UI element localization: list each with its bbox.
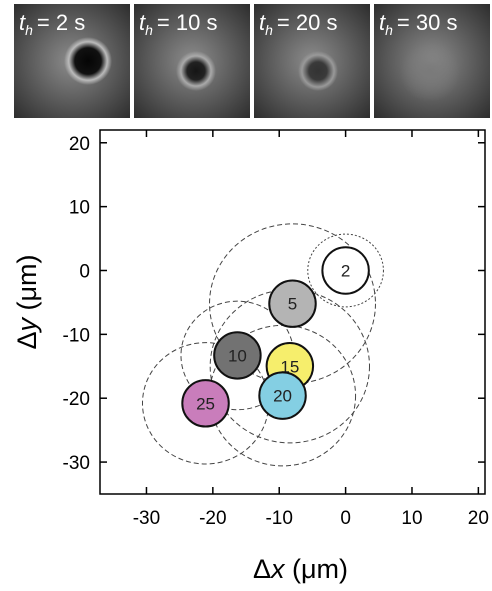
panel-label-var: t [379,10,386,35]
panel-label: th = 10 s [139,10,217,38]
panel-label-text: = 20 s [277,10,338,35]
point-label: 2 [341,261,350,280]
x-axis-label-var: x [269,554,286,584]
x-tick-label: -10 [265,508,292,529]
point [321,246,370,295]
y-axis-label-unit: (μm) [12,254,42,318]
x-tick-label: 0 [340,508,351,529]
panel-label-text: = 30 s [397,10,458,35]
x-axis-label: Δx (μm) [253,554,348,584]
panel-label-sub: h [265,22,273,38]
x-axis-label-unit: (μm) [285,554,349,584]
panel-label-sub: h [25,22,33,38]
x-tick-label: 20 [468,508,489,529]
point-label: 5 [288,295,297,314]
point [268,279,317,328]
y-tick-label: 20 [69,134,90,155]
point-label: 15 [280,357,299,376]
point [258,371,307,420]
panel-label-text: = 2 s [37,10,85,35]
x-tick-label: 10 [401,508,422,529]
y-tick-label: -10 [63,325,90,346]
x-tick-label: -20 [199,508,226,529]
range-circle [209,289,370,444]
y-axis-label-prefix: Δ [12,332,42,350]
x-tick-label: -30 [133,508,160,529]
panel-label-text: = 10 s [157,10,218,35]
spot [64,37,112,85]
y-tick-label: 0 [79,261,90,282]
panel-label-var: t [139,10,146,35]
spot [176,51,216,91]
spot [298,51,338,91]
point-label: 20 [273,387,292,406]
y-axis-label-var: y [12,317,42,334]
panel-label-sub: h [385,22,393,38]
spot [400,42,460,102]
point-label: 25 [196,394,215,413]
image-panels [14,4,490,118]
y-tick-label: -20 [63,389,90,410]
y-axis-label: Δy (μm) [12,254,42,349]
point-label: 10 [228,346,247,365]
panel-label: th = 2 s [19,10,85,38]
plot-frame [99,129,486,495]
point [213,331,262,380]
panel-label: th = 30 s [379,10,457,38]
panel-label-var: t [259,10,266,35]
panel-label: th = 20 s [259,10,337,38]
x-axis-label-prefix: Δ [253,554,271,584]
y-tick-label: 10 [69,198,90,219]
range-circle [209,223,376,385]
y-tick-label: -30 [63,453,90,474]
point [181,379,230,428]
panel-label-var: t [19,10,26,35]
panel-label-sub: h [145,22,153,38]
range-circle [307,233,384,308]
